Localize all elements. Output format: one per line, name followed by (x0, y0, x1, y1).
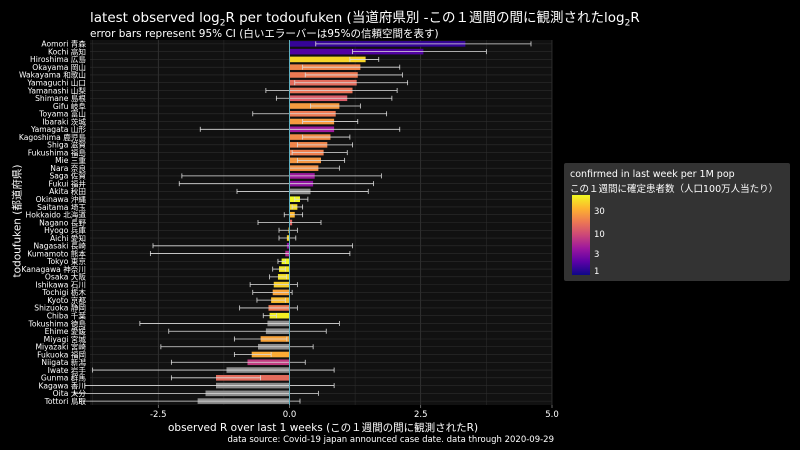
y-tick-label: Shiga 滋賀 (47, 140, 86, 150)
y-tick-label: Niigata 新潟 (41, 357, 86, 367)
y-tick-label: Osaka 大阪 (45, 272, 87, 282)
y-tick-label: Ehime 愛媛 (45, 326, 87, 336)
color-legend: confirmed in last week per 1M pop この１週間に… (564, 163, 790, 281)
data-source-caption: data source: Covid-19 japan announced ca… (227, 435, 554, 445)
y-tick-label: Nara 奈良 (50, 163, 86, 173)
legend-title-en: confirmed in last week per 1M pop (570, 169, 735, 180)
y-tick-label: Mie 三重 (55, 156, 86, 165)
y-tick-label: Kagawa 香川 (39, 380, 86, 390)
y-tick-label: Kochi 高知 (48, 46, 86, 56)
legend-tick-3: 3 (594, 250, 600, 260)
legend-tick-10: 10 (594, 230, 605, 240)
y-tick-label: Shizuoka 静岡 (34, 303, 86, 313)
y-tick-label: Toyama 富山 (38, 109, 86, 119)
y-tick-label: Aomori 青森 (41, 39, 86, 49)
y-tick-label: Tottori 鳥取 (44, 396, 87, 406)
y-tick-label: Fukuoka 福岡 (37, 350, 86, 359)
y-tick-label: Wakayama 和歌山 (19, 70, 86, 80)
bar (289, 56, 366, 63)
y-tick-label: Yamanashi 山梨 (27, 85, 87, 95)
y-tick-label: Tokyo 東京 (46, 256, 86, 266)
y-tick-label: Tochigi 栃木 (41, 287, 86, 297)
y-tick-label: Iwate 岩手 (48, 365, 87, 375)
y-tick-label: Kumamoto 熊本 (27, 248, 86, 258)
legend-tick-1: 1 (594, 267, 600, 277)
y-tick-label: Oita 大分 (53, 388, 87, 398)
y-tick-label: Fukushima 福島 (28, 147, 87, 157)
y-tick-label: Yamagata 山形 (30, 124, 86, 134)
bar (269, 312, 290, 319)
y-tick-label: Hyogo 兵庫 (44, 225, 86, 235)
y-axis-label: todoufuken (都道府県) (11, 164, 24, 278)
y-tick-label: Gunma 群馬 (41, 373, 87, 383)
y-tick-label: Aichi 愛知 (50, 233, 86, 243)
y-tick-label: Kanagawa 神奈川 (22, 264, 87, 274)
y-tick-label: Okayama 岡山 (32, 62, 86, 72)
y-tick-label: Yamaguchi 山口 (26, 78, 86, 88)
y-tick-label: Gifu 岐阜 (53, 101, 86, 111)
y-tick-label: Ibaraki 茨城 (42, 116, 86, 126)
y-tick-label: Fukui 福井 (49, 178, 87, 188)
x-tick-label: -2.5 (150, 410, 167, 420)
y-tick-label: Shimane 島根 (35, 93, 86, 103)
y-tick-label: Miyagi 宮城 (44, 334, 87, 344)
legend-colorbar (572, 195, 590, 275)
chart-subtitle: error bars represent 95% CI (白いエラーバーは95%… (90, 28, 439, 40)
x-axis-label: observed R over last 1 weeks (この１週間の間に観測… (168, 422, 479, 434)
y-tick-label: Akita 秋田 (49, 186, 86, 196)
y-tick-label: Okinawa 沖縄 (36, 194, 87, 204)
y-tick-label: Saga 佐賀 (49, 171, 86, 181)
y-tick-label: Tokushima 徳島 (27, 318, 86, 328)
legend-title-jp: この１週間に確定患者数（人口100万人当たり） (570, 184, 779, 195)
chart-title: latest observed log2R per todoufuken (当道… (90, 10, 640, 29)
x-tick-label: 5.0 (545, 410, 559, 420)
y-tick-label: Miyazaki 宮崎 (35, 342, 86, 352)
y-tick-label: Kagoshima 鹿児島 (19, 132, 86, 142)
y-tick-label: Hokkaido 北海道 (26, 210, 87, 220)
x-tick-label: 2.5 (414, 410, 428, 420)
y-tick-label: Nagasaki 長崎 (33, 241, 86, 251)
y-tick-label: Kyoto 京都 (47, 295, 86, 305)
y-tick-label: Hiroshima 広島 (30, 54, 86, 64)
y-tick-label: Chiba 千葉 (47, 310, 87, 320)
y-tick-label: Nagano 長野 (39, 218, 86, 227)
y-tick-label: Saitama 埼玉 (37, 202, 86, 212)
x-tick-label: 0.0 (283, 410, 297, 420)
y-tick-label: Ishikawa 石川 (35, 280, 86, 289)
legend-tick-30: 30 (594, 207, 605, 217)
